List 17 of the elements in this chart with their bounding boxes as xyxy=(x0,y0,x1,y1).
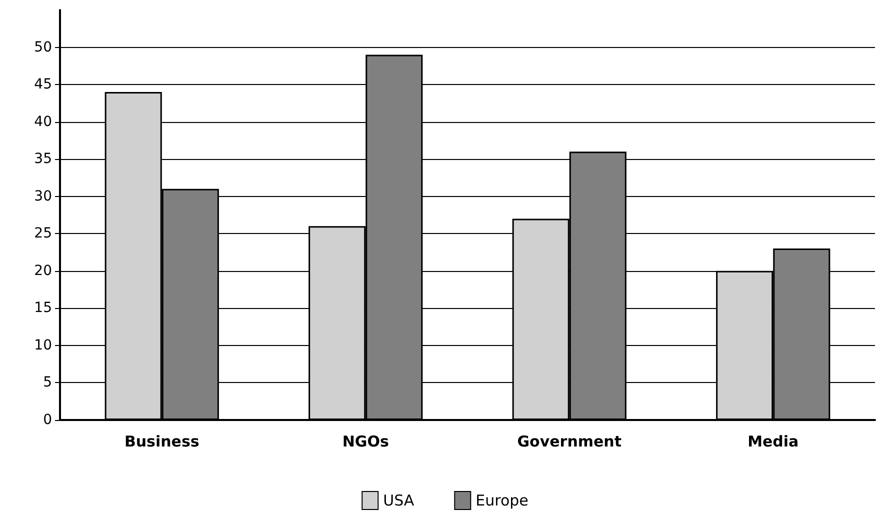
y-tick-label: 5 xyxy=(43,374,52,391)
y-tick-label: 50 xyxy=(34,39,52,56)
y-tick-label: 25 xyxy=(34,226,52,242)
x-tick-label: Media xyxy=(748,432,799,450)
y-tick-label: 15 xyxy=(34,300,52,316)
y-tick-label: 10 xyxy=(34,337,52,354)
x-tick-label: Business xyxy=(124,432,200,450)
y-tick-label: 45 xyxy=(34,76,52,93)
y-tick-label: 0 xyxy=(43,412,52,428)
y-tick-label: 40 xyxy=(34,114,52,130)
x-tick-label: Government xyxy=(517,432,622,450)
y-tick-label: 30 xyxy=(34,188,52,204)
y-tick-label: 35 xyxy=(34,151,52,168)
legend-label: Europe xyxy=(476,492,528,510)
legend-label: USA xyxy=(383,492,415,510)
x-tick-label: NGOs xyxy=(342,432,389,450)
y-tick-label: 20 xyxy=(34,262,52,279)
